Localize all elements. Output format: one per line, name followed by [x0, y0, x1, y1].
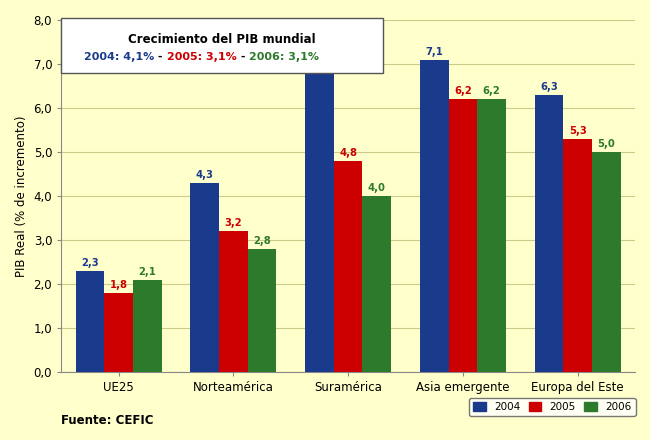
Text: 2,8: 2,8	[253, 236, 271, 246]
Bar	[133, 280, 162, 372]
Text: -: -	[155, 51, 167, 62]
Text: 6,9: 6,9	[311, 55, 328, 66]
Text: 2005: 3,1%: 2005: 3,1%	[167, 51, 237, 62]
FancyBboxPatch shape	[61, 18, 383, 73]
Legend: 2004, 2005, 2006: 2004, 2005, 2006	[469, 398, 636, 416]
Text: 4,0: 4,0	[368, 183, 385, 193]
Text: 5,3: 5,3	[569, 126, 586, 136]
Bar	[448, 99, 477, 372]
Text: Fuente: CEFIC: Fuente: CEFIC	[61, 414, 153, 427]
Text: 3,2: 3,2	[224, 218, 242, 228]
Bar	[219, 231, 248, 372]
Bar	[564, 139, 592, 372]
Bar	[75, 271, 104, 372]
Bar	[305, 69, 333, 372]
Bar	[592, 152, 621, 372]
Bar	[363, 196, 391, 372]
Text: 5,0: 5,0	[597, 139, 615, 149]
Text: 2004: 4,1%: 2004: 4,1%	[84, 51, 155, 62]
Bar	[190, 183, 219, 372]
Bar	[420, 59, 448, 372]
Bar	[534, 95, 564, 372]
Text: 6,2: 6,2	[454, 86, 472, 96]
Bar	[248, 249, 276, 372]
Text: 1,8: 1,8	[110, 280, 127, 290]
Text: 4,8: 4,8	[339, 148, 357, 158]
Text: Crecimiento del PIB mundial: Crecimiento del PIB mundial	[128, 33, 316, 46]
Text: 7,1: 7,1	[425, 47, 443, 56]
Text: 6,3: 6,3	[540, 82, 558, 92]
Text: 4,3: 4,3	[196, 170, 214, 180]
Text: 6,2: 6,2	[483, 86, 500, 96]
Bar	[477, 99, 506, 372]
Text: 2006: 3,1%: 2006: 3,1%	[249, 51, 319, 62]
Y-axis label: PIB Real (% de incremento): PIB Real (% de incremento)	[15, 115, 28, 277]
Text: -: -	[237, 51, 249, 62]
Bar	[333, 161, 363, 372]
Text: 2,1: 2,1	[138, 267, 156, 277]
Bar	[104, 293, 133, 372]
Text: 2,3: 2,3	[81, 258, 99, 268]
